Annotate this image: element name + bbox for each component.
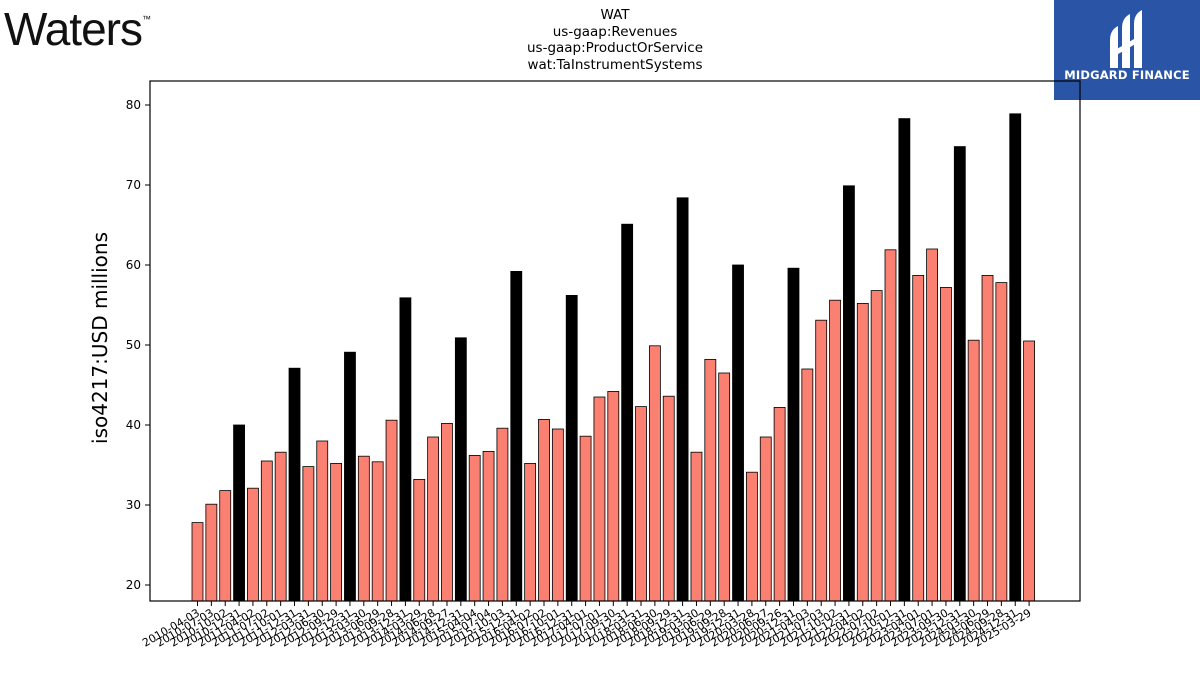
plot-frame <box>149 80 1081 602</box>
quarter-bar <box>302 466 315 602</box>
y-tick-label: 80 <box>126 98 141 112</box>
chart-title-line: WAT <box>600 7 630 23</box>
quarter-bar <box>538 418 550 602</box>
midgard-logo-text: MIDGARD FINANCE <box>1064 68 1190 82</box>
y-tick-label: 30 <box>126 498 141 512</box>
axes-layer: 203040506070802010-04-032010-07-032010-1… <box>126 80 1081 650</box>
quarter-bar <box>524 462 537 602</box>
quarter-bar <box>219 490 232 602</box>
quarter-bar <box>593 396 606 602</box>
annual-bar <box>344 351 356 602</box>
waters-logo: Waters™ <box>4 2 151 56</box>
quarter-bar <box>940 286 952 602</box>
quarter-bar <box>551 428 564 602</box>
annual-bar <box>676 197 689 602</box>
annual-bar <box>621 223 634 602</box>
chart-title-line: us-gaap:ProductOrService <box>526 40 704 56</box>
annual-bar <box>732 264 744 602</box>
quarter-bar <box>759 436 772 602</box>
quarter-bar <box>579 435 592 602</box>
quarter-bar <box>607 390 620 602</box>
y-axis-label: iso4217:USD millions <box>88 232 112 444</box>
annual-bar <box>288 367 301 602</box>
bars-layer <box>191 113 1035 602</box>
quarter-bar <box>690 451 703 602</box>
quarter-bar <box>856 302 869 602</box>
quarter-bar <box>316 440 329 602</box>
annual-bar <box>510 270 523 602</box>
quarter-bar <box>191 522 204 602</box>
quarter-bar <box>648 345 661 602</box>
quarter-bar <box>870 290 883 602</box>
annual-bar <box>953 146 966 602</box>
quarter-bar <box>205 503 218 602</box>
annual-bar <box>1009 113 1022 602</box>
midgard-mark-icon <box>1110 10 1142 68</box>
quarter-bar <box>427 436 440 602</box>
quarter-bar <box>912 274 925 602</box>
quarter-bar <box>441 422 453 602</box>
quarter-bar <box>274 451 287 602</box>
quarter-bar <box>468 454 481 602</box>
quarter-bar <box>704 358 717 602</box>
y-tick-label: 70 <box>126 178 141 192</box>
quarter-bar <box>926 248 938 602</box>
quarter-bar <box>635 406 647 602</box>
quarter-bar <box>718 372 731 602</box>
chart-title: WAT us-gaap:Revenues us-gaap:ProductOrSe… <box>415 7 815 73</box>
quarter-bar <box>773 406 786 602</box>
quarter-bar <box>260 460 273 602</box>
quarter-bar <box>385 419 398 602</box>
midgard-finance-logo: MIDGARD FINANCE <box>1054 0 1200 100</box>
quarter-bar <box>815 319 828 602</box>
quarter-bar <box>995 282 1008 602</box>
annual-bar <box>787 267 800 602</box>
annual-bar <box>399 297 412 602</box>
quarter-bar <box>746 471 758 602</box>
quarter-bar <box>829 299 841 602</box>
quarter-bar <box>801 368 814 602</box>
chart-title-line: us-gaap:Revenues <box>552 23 678 40</box>
annual-bar <box>233 424 245 602</box>
quarter-bar <box>662 395 675 602</box>
quarter-bar <box>371 461 384 602</box>
quarter-bar <box>967 339 980 602</box>
quarter-bar <box>357 455 370 602</box>
chart-title-line: wat:TaInstrumentSystems <box>527 56 703 73</box>
quarter-bar <box>981 274 994 602</box>
annual-bar <box>565 294 578 602</box>
waters-logo-tm: ™ <box>141 14 151 24</box>
quarter-bar <box>884 249 897 602</box>
quarter-bar <box>413 478 426 602</box>
y-tick-label: 60 <box>126 258 141 272</box>
quarter-bar <box>482 450 495 602</box>
y-tick-label: 50 <box>126 338 141 352</box>
waters-logo-text: Waters <box>4 3 143 55</box>
quarter-bar <box>330 462 343 602</box>
quarter-bar <box>1023 340 1035 602</box>
quarter-bar <box>496 427 509 602</box>
quarter-bar <box>247 487 259 602</box>
annual-bar <box>843 185 855 602</box>
y-tick-label: 40 <box>126 418 141 432</box>
annual-bar <box>454 337 467 602</box>
y-tick-label: 20 <box>126 578 141 592</box>
annual-bar <box>898 118 911 602</box>
